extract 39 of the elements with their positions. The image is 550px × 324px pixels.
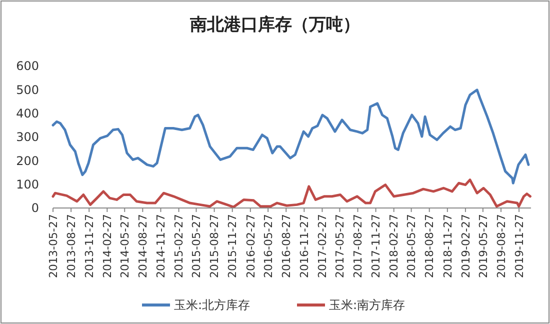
x-tick-label: 2015-08-27 <box>208 214 222 278</box>
y-tick-label: 300 <box>16 130 39 144</box>
y-tick-label: 500 <box>16 82 39 97</box>
x-tick-label: 2016-05-27 <box>262 214 275 278</box>
line-series <box>52 88 530 184</box>
x-tick-label: 2016-11-27 <box>298 214 312 278</box>
x-tick-label: 2017-05-27 <box>334 214 347 278</box>
y-tick-label: 400 <box>16 106 39 121</box>
x-tick-label: 2015-02-27 <box>172 214 186 278</box>
x-tick-label: 2014-02-27 <box>101 214 114 278</box>
x-tick-label: 2019-02-27 <box>459 214 472 278</box>
x-tick-label: 2017-08-27 <box>352 214 365 278</box>
line-series <box>52 178 532 208</box>
x-tick-label: 2013-05-27 <box>46 214 60 278</box>
x-tick-label: 2015-05-27 <box>190 214 204 278</box>
x-tick-label: 2013-08-27 <box>64 214 78 278</box>
x-tick-label: 2017-11-27 <box>370 214 383 278</box>
x-tick-label: 2016-02-27 <box>244 214 258 278</box>
x-tick-label: 2014-11-27 <box>154 214 168 278</box>
x-tick-label: 2015-11-27 <box>226 214 240 278</box>
x-tick-label: 2018-08-27 <box>423 214 436 278</box>
y-tick-label: 0 <box>31 201 39 216</box>
x-tick-label: 2018-11-27 <box>441 214 454 278</box>
legend-label: 玉米:北方库存 <box>174 298 250 312</box>
x-tick-label: 2018-02-27 <box>388 214 401 278</box>
x-tick-label: 2019-11-27 <box>512 214 526 278</box>
y-tick-label: 200 <box>16 154 39 168</box>
x-tick-label: 2019-05-27 <box>476 214 490 278</box>
x-tick-label: 2014-05-27 <box>118 214 132 278</box>
x-tick-label: 2017-02-27 <box>316 214 330 278</box>
x-tick-label: 2019-08-27 <box>494 214 508 278</box>
x-tick-label: 2013-11-27 <box>82 214 96 278</box>
y-tick-label: 600 <box>16 59 39 74</box>
chart-title: 南北港口库存（万吨） <box>189 15 360 35</box>
legend-label: 玉米:南方库存 <box>329 298 406 312</box>
x-tick-label: 2014-08-27 <box>136 214 150 278</box>
x-tick-label: 2016-08-27 <box>280 214 293 278</box>
y-tick-label: 100 <box>16 178 39 192</box>
x-tick-label: 2018-05-27 <box>405 214 418 278</box>
